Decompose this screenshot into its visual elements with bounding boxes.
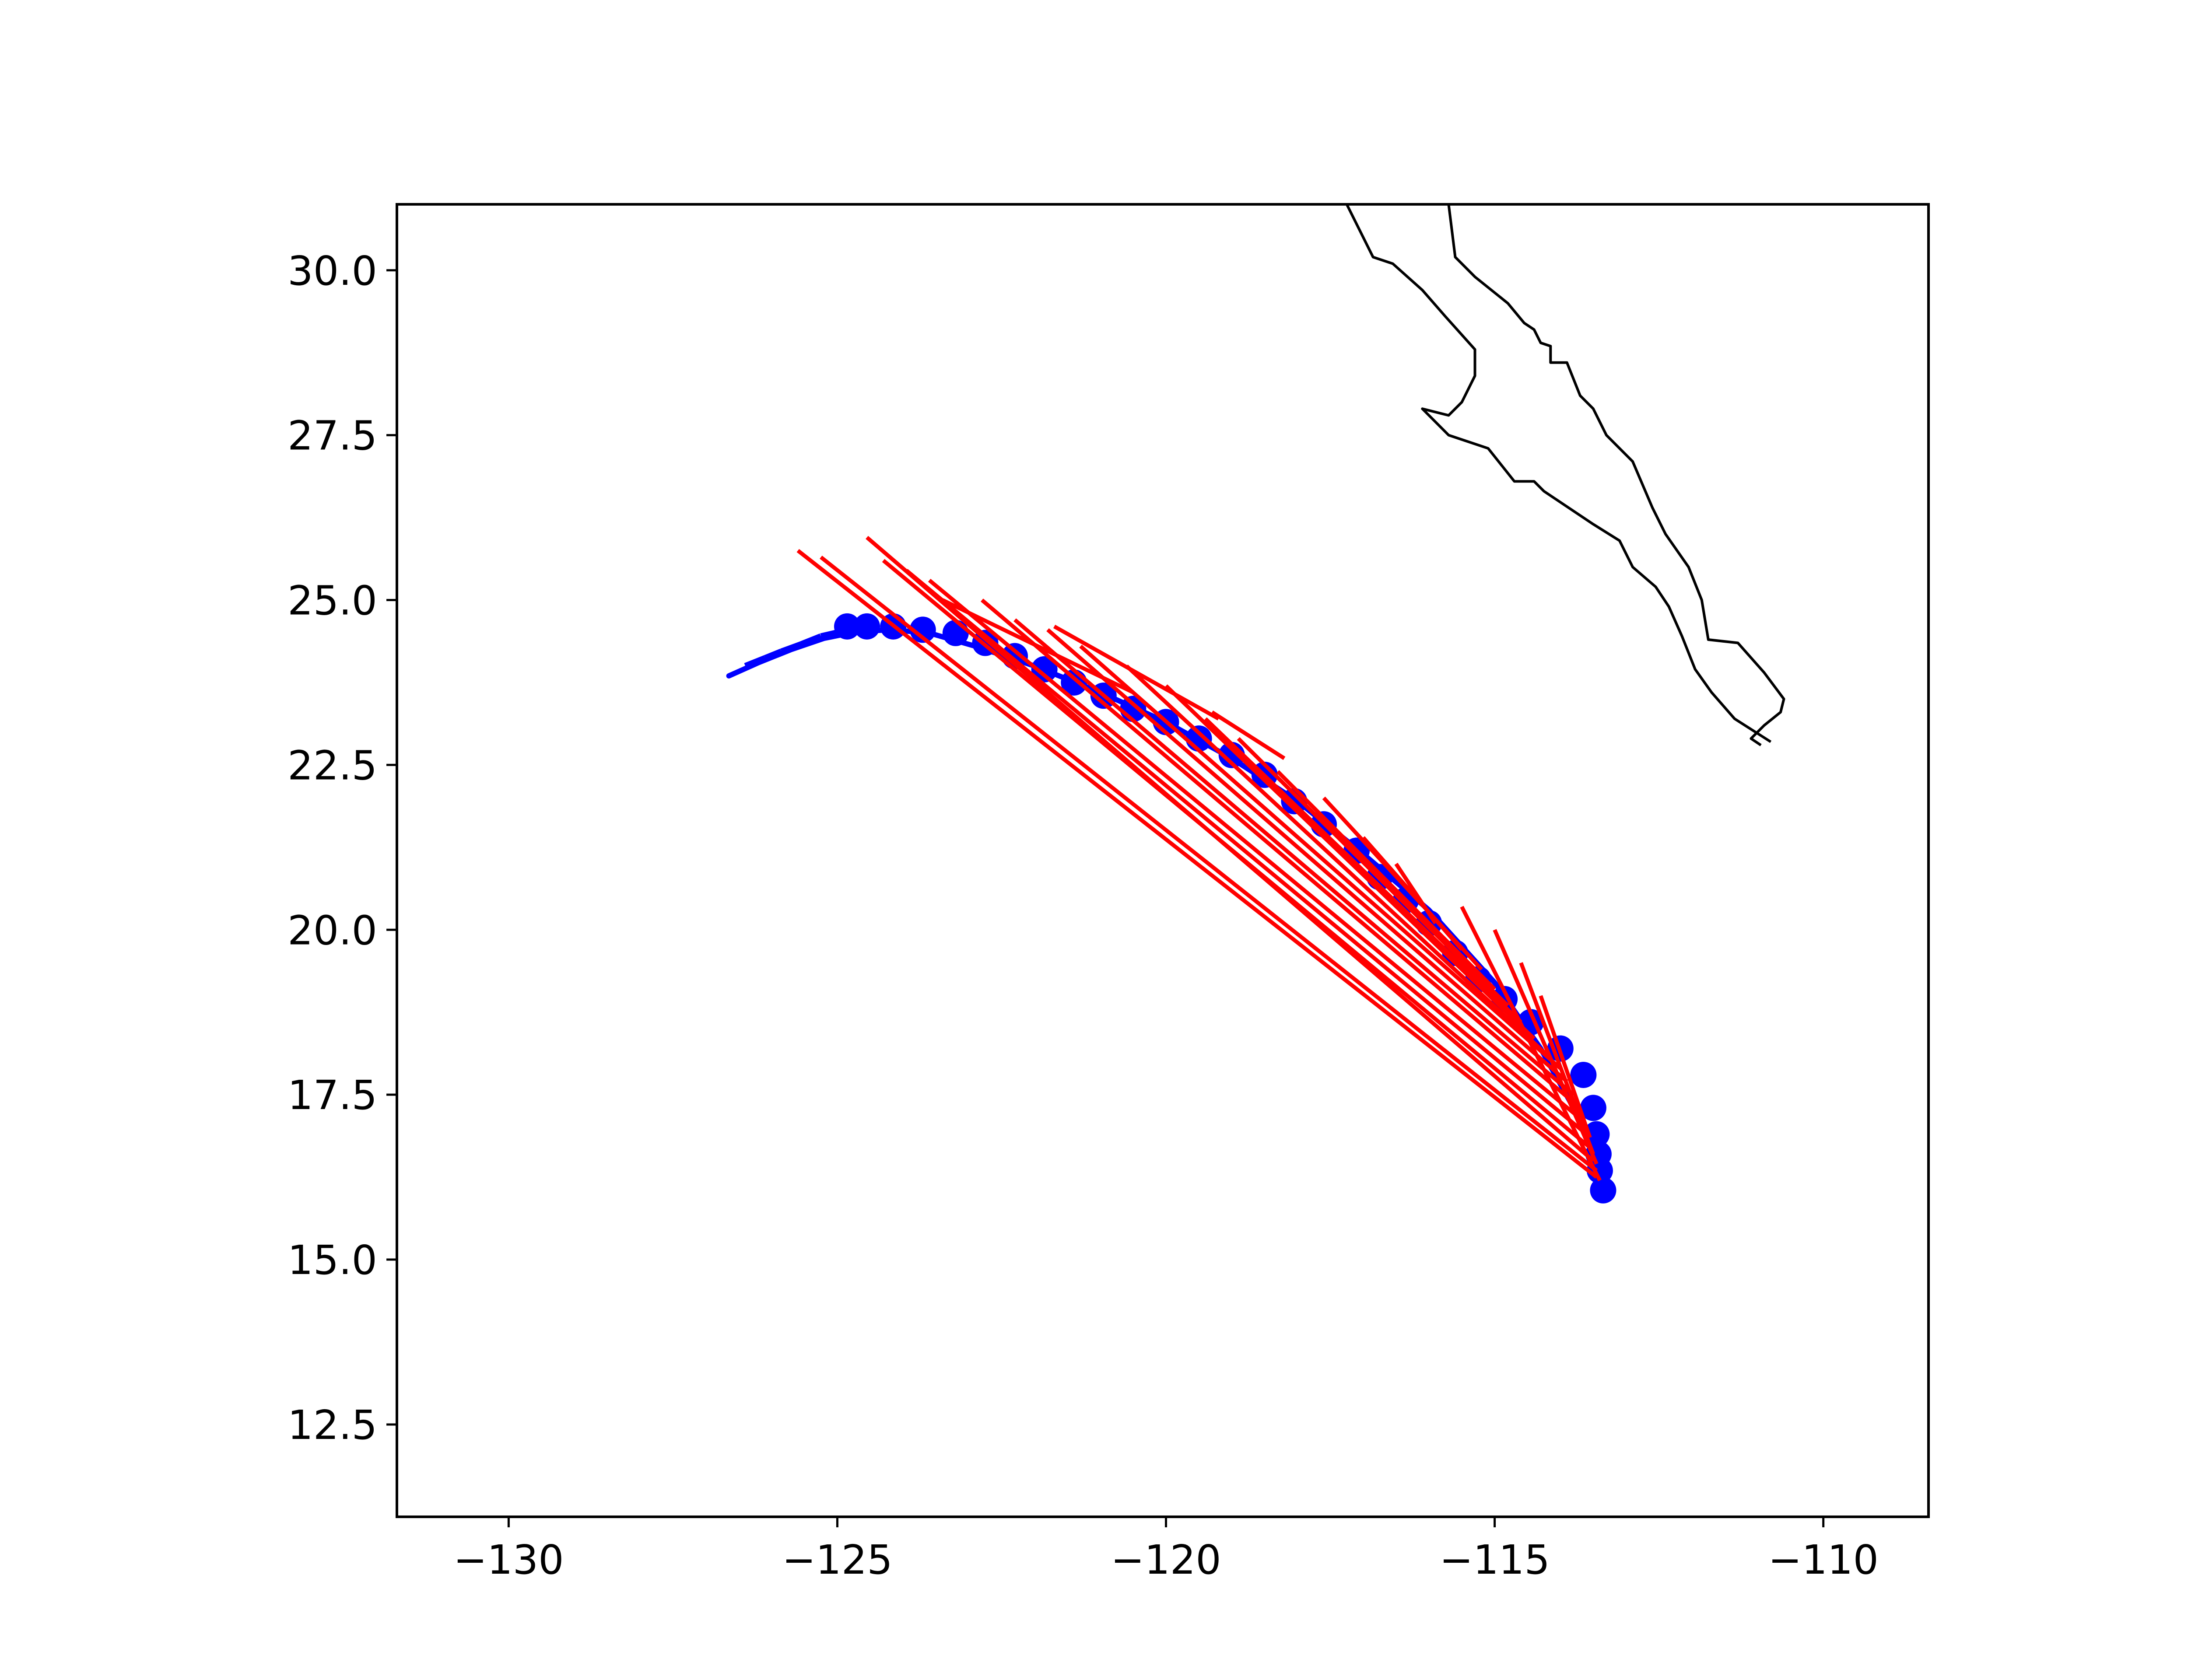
forecast-segment-24 (1053, 624, 1220, 721)
forecast-segment-8 (1013, 618, 1575, 1096)
forecast-segment-19 (1460, 906, 1602, 1182)
forecast-segment-1 (796, 549, 1598, 1179)
forecast-segment-20 (1493, 929, 1599, 1165)
observed-point-31 (854, 613, 880, 640)
forecast-segment-22 (1539, 995, 1592, 1138)
forecast-segment-13 (1204, 717, 1522, 1024)
x-tick-label: −115 (1439, 1536, 1550, 1583)
forecast-segment-21 (1519, 962, 1595, 1155)
forecast-segment-12 (1164, 684, 1536, 1040)
observed-point-5 (1580, 1095, 1606, 1121)
forecast-segment-6 (928, 578, 1585, 1123)
x-tick-label: −120 (1111, 1536, 1221, 1583)
plot-area (726, 204, 1785, 1204)
forecast-segment-23 (1211, 710, 1286, 760)
forecast-segment-15 (1276, 770, 1496, 991)
forecast-segment-2 (820, 556, 1598, 1172)
observed-track-step-3 (780, 641, 803, 654)
y-tick-label: 17.5 (288, 1072, 377, 1119)
forecast-segment-9 (1046, 628, 1568, 1083)
forecast-segment-14 (1237, 737, 1509, 1007)
coastline-2 (1345, 204, 1772, 743)
y-tick-label: 25.0 (288, 578, 377, 624)
observed-point-25 (1031, 656, 1058, 682)
forecast-segment-7 (980, 598, 1581, 1110)
forecast-segment-4 (882, 559, 1592, 1149)
y-tick-label: 22.5 (288, 742, 377, 789)
y-tick-label: 27.5 (288, 413, 377, 459)
forecast-segment-5 (905, 569, 1588, 1136)
forecast-segment-17 (1361, 836, 1463, 951)
x-tick-label: −130 (453, 1536, 564, 1583)
observed-point-6 (1570, 1061, 1597, 1088)
y-axis: 12.5 15.0 17.5 20.0 22.5 25.0 27.5 30.0 (288, 248, 397, 1449)
observed-point-32 (834, 613, 860, 640)
x-tick-label: −125 (782, 1536, 893, 1583)
observed-track-step-4 (800, 633, 822, 648)
forecast-segment-11 (1125, 664, 1549, 1057)
observed-track-step-1 (744, 655, 766, 669)
y-tick-label: 12.5 (288, 1402, 377, 1449)
forecast-segment-25 (941, 598, 1134, 694)
y-tick-label: 30.0 (288, 248, 377, 294)
observed-point-29 (909, 616, 936, 643)
y-tick-label: 20.0 (288, 907, 377, 954)
observed-track-step-2 (764, 648, 783, 661)
y-tick-label: 15.0 (288, 1237, 377, 1284)
coastline-1 (1447, 204, 1785, 746)
observed-point-1 (1590, 1177, 1616, 1204)
forecast-segment-18 (1394, 863, 1438, 924)
x-axis: −130 −125 −120 −115 −110 (453, 1517, 1879, 1583)
x-tick-label: −110 (1768, 1536, 1879, 1583)
forecast-segment-10 (1079, 644, 1562, 1070)
axes-frame (396, 203, 1930, 1518)
